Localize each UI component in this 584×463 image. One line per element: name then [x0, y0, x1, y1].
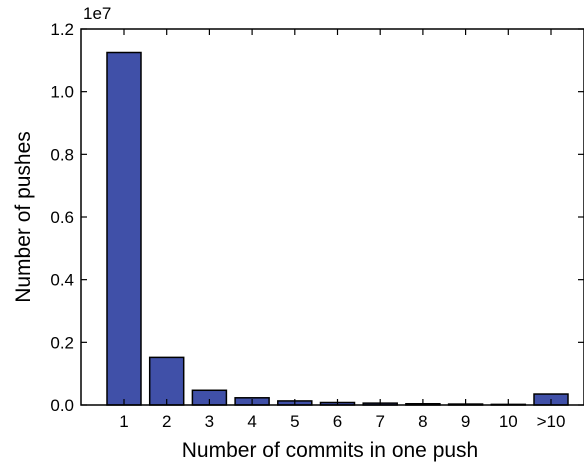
bar-2 [150, 357, 184, 405]
y-tick-label: 0.4 [50, 271, 74, 290]
bars-group [107, 53, 568, 406]
y-axis-label: Number of pushes [12, 131, 35, 303]
x-tick-label: 2 [162, 412, 171, 431]
x-tick-label: 10 [499, 412, 518, 431]
x-tick-label: 1 [119, 412, 128, 431]
x-tick-label: 7 [375, 412, 384, 431]
y-axis-scale-label: 1e7 [83, 4, 111, 23]
y-tick-label: 1.2 [50, 20, 74, 39]
x-tick-label: >10 [537, 412, 566, 431]
y-tick-label: 1.0 [50, 83, 74, 102]
x-tick-label: 6 [333, 412, 342, 431]
y-tick-label: 0.2 [50, 333, 74, 352]
x-tick-label: 8 [418, 412, 427, 431]
y-tick-label: 0.6 [50, 208, 74, 227]
x-tick-label: 3 [205, 412, 214, 431]
x-axis-label: Number of commits in one push [182, 439, 478, 462]
x-tick-label: 4 [247, 412, 256, 431]
bar-1 [107, 53, 141, 406]
plot-frame [81, 29, 584, 405]
x-axis-ticks: 1 2 3 4 5 6 7 8 9 10 >10 [119, 29, 565, 431]
x-tick-label: 9 [461, 412, 470, 431]
y-tick-label: 0.8 [50, 145, 74, 164]
y-tick-label: 0.0 [50, 396, 74, 415]
x-tick-label: 5 [290, 412, 299, 431]
